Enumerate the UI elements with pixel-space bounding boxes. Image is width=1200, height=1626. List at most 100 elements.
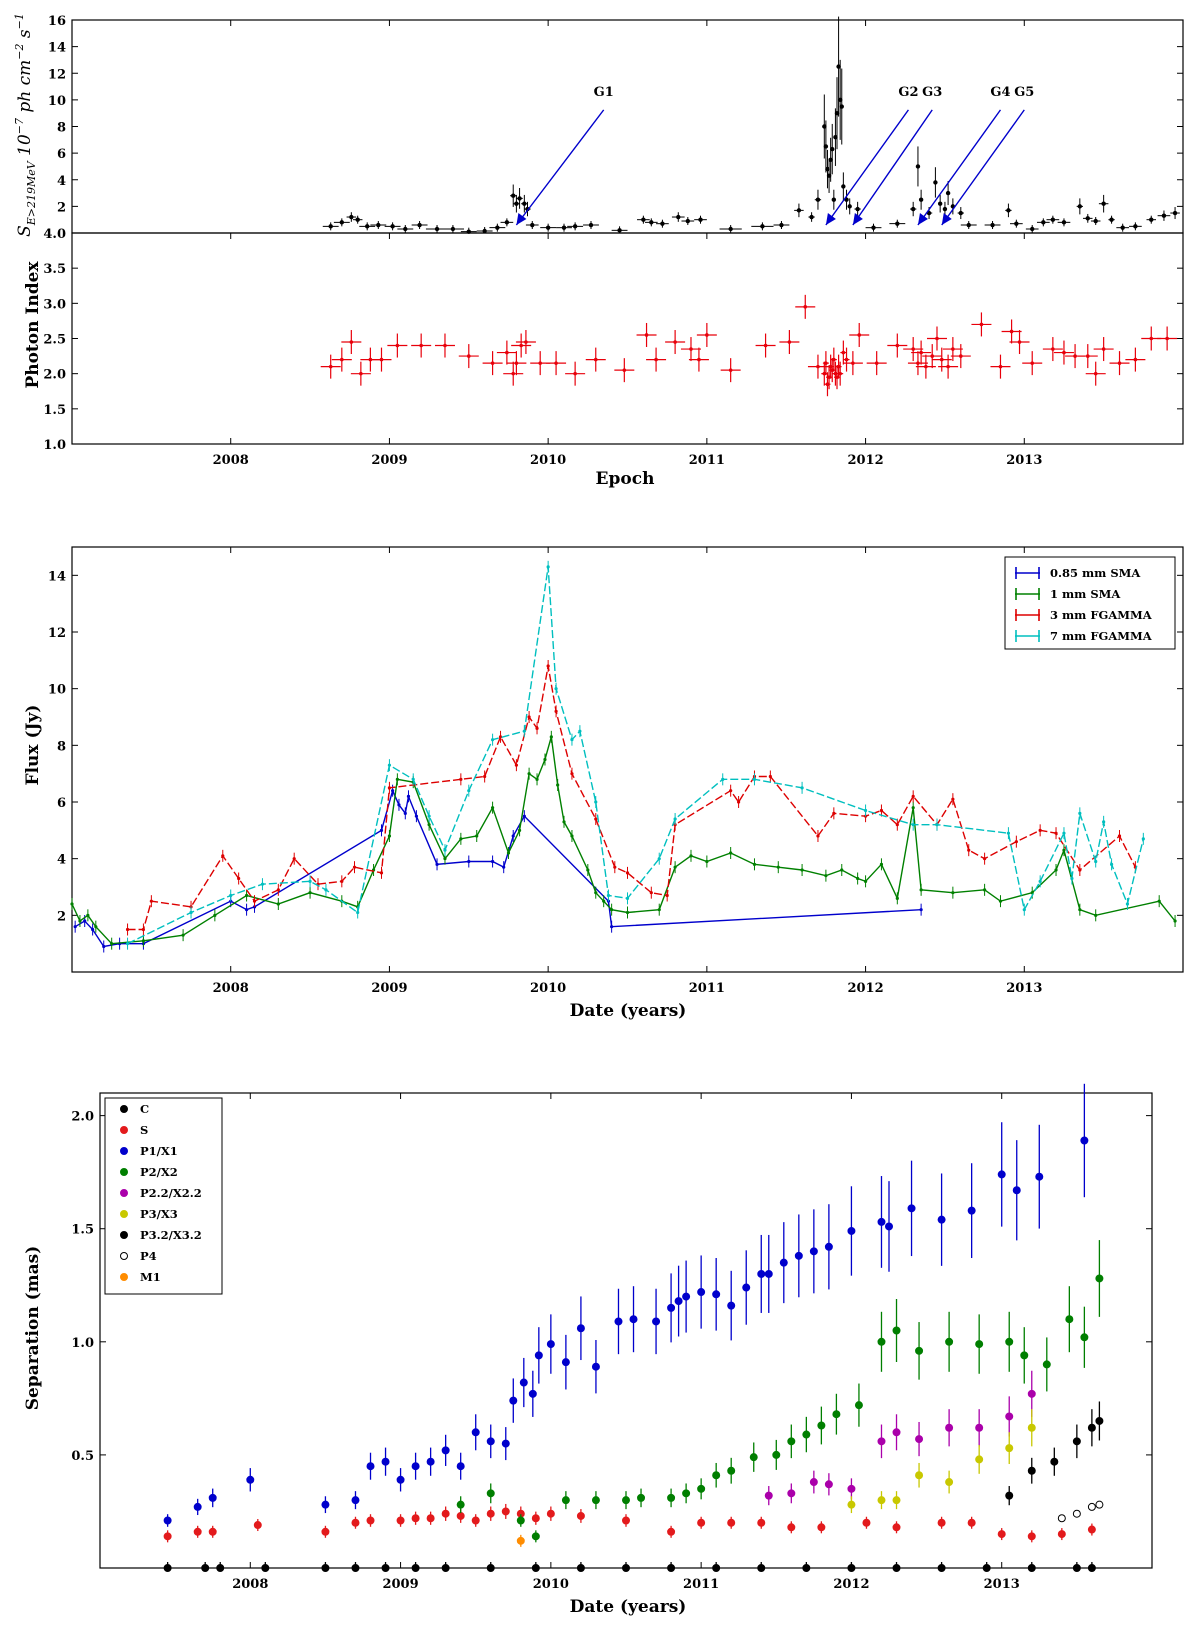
photon-index-point [697,357,701,362]
radio-flux-point-sma-1mm [556,783,560,787]
separation-point-p2-x2 [516,1516,525,1525]
photon-index-xtick-label: 2010 [530,453,566,468]
photon-index-xtick-label: 2013 [1006,453,1042,468]
gamma-flux-point [349,214,354,220]
separation-point-p3-2-x3-2 [1027,1466,1036,1475]
gamma-flux-point [511,193,516,198]
gamma-flux-ytick-label: 8 [57,121,66,136]
radio-flux-point-fgamma-7mm [1070,876,1074,881]
radio-flux-point-sma-1mm [594,891,598,895]
radio-flux-point-fgamma-3mm [483,774,487,779]
separation-point-p1-x1 [246,1475,255,1484]
photon-index-point [1009,329,1014,334]
radio-flux-point-fgamma-7mm [800,786,804,790]
radio-flux-point-sma-1mm [895,896,899,900]
radio-flux-point-fgamma-7mm [324,888,328,892]
separation-point-p1-x1 [501,1439,510,1448]
radio-flux-point-fgamma-3mm [649,891,653,895]
separation-ytick-label: 1.5 [71,1223,94,1238]
gamma-flux-point [830,146,835,152]
separation-point-p3-x3 [1005,1444,1014,1453]
radio-flux-point-fgamma-3mm [1038,828,1042,832]
radio-flux-point-sma-085mm [490,859,495,864]
radio-flux-point-sma-1mm [110,942,114,946]
radio-flux-point-sma-085mm [73,925,77,929]
separation-point-c [757,1564,766,1572]
radio-flux-point-fgamma-7mm [427,814,431,818]
separation-point-p1-x1 [824,1242,833,1251]
photon-index-ytick-label: 3.0 [43,297,66,312]
separation-point-p2-2-x2-2 [892,1428,901,1437]
gamma-flux-point [504,220,510,225]
separation-point-s [862,1518,871,1527]
separation-point-p1-x1 [682,1292,691,1301]
separation-point-p1-x1 [486,1437,495,1446]
separation-legend: CS P1/X1 P2/X2 P2.2/X2.2 P3/X3 P3.2/X3.2 P4 M1 [104,1097,223,1295]
separation-point-s [366,1516,375,1525]
radio-flux-point-fgamma-7mm [411,777,415,781]
radio-flux-point-sma-1mm [800,868,804,872]
gamma-flux-point [495,225,500,230]
gamma-flux-point [815,197,821,202]
radio-flux-point-sma-1mm [951,891,955,895]
gamma-flux-annotation-arrow [941,109,1025,226]
separation-point-p1-x1 [163,1516,172,1525]
separation-point-p1-x1 [366,1462,375,1471]
separation-point-p2-x2 [682,1489,691,1498]
separation-legend-label: P4 [140,1249,157,1263]
gamma-flux-point [1149,217,1154,222]
photon-index-point [328,364,333,369]
radio-flux-point-sma-085mm [391,789,395,793]
separation-point-p1-x1 [426,1457,435,1466]
gamma-flux-point [649,220,654,225]
gamma-flux-ytick-label: 16 [48,14,66,29]
photon-index-point [916,361,920,365]
separation-point-s [1087,1525,1096,1534]
gamma-flux-point [839,104,844,109]
gamma-flux-point [545,225,551,230]
radio-flux-point-fgamma-3mm [141,927,146,932]
separation-point-c [802,1564,811,1572]
separation-point-c [441,1564,450,1572]
radio-flux-point-fgamma-3mm [570,772,574,776]
separation-point-p1-x1 [321,1500,330,1509]
gamma-flux-ylabel: SE>219MeV 10−7 ph cm−2 s−1 [13,13,38,237]
gamma-flux-ylabel-exp2: −2 [13,43,26,59]
photon-index-point [836,364,841,369]
photon-index-point [340,357,344,362]
photon-index-point [824,361,828,365]
radio-flux-point-sma-1mm [824,874,828,878]
separation-point-p4 [1057,1514,1066,1523]
radio-flux-point-fgamma-3mm [340,879,344,883]
radio-flux-point-sma-085mm [511,834,515,838]
separation-point-c [937,1564,946,1572]
gamma-flux-panel: 4.0 2 4 6 8 10 12 14 16 G1 G2 G3 G4 G5 [43,14,1184,242]
radio-flux-point-sma-1mm [395,777,399,781]
gamma-flux-annotation-arrowhead [917,213,928,226]
photon-index-ytick-label: 1.0 [43,438,66,453]
separation-point-p2-x2 [817,1421,826,1430]
radio-flux-point-sma-1mm [517,828,522,832]
separation-point-p1-x1 [779,1258,788,1267]
separation-point-p1-x1 [534,1351,543,1360]
radio-flux-point-fgamma-7mm [911,823,915,827]
separation-legend-label: P2.2/X2.2 [140,1186,202,1200]
gamma-flux-point [871,225,876,230]
radio-flux-point-sma-1mm [1078,908,1082,912]
separation-point-p1-x1 [208,1493,217,1502]
photon-index-point [505,350,509,355]
separation-point-p2-x2 [1080,1333,1089,1342]
photon-index-point [1051,347,1055,351]
radio-flux-point-sma-1mm [427,823,431,827]
separation-point-s [1027,1532,1036,1541]
gamma-flux-point [728,226,733,232]
gamma-flux-annotation-arrowhead [825,213,836,226]
photon-index-point [874,361,879,365]
photon-index-point [787,340,792,344]
radio-flux-point-fgamma-3mm [149,899,153,903]
gamma-flux-ylabel-rest: 10 [15,134,35,161]
photon-index-point [822,371,827,376]
photon-index-point [841,350,846,355]
radio-flux-point-sma-1mm [549,735,553,739]
separation-point-p1-x1 [441,1446,450,1455]
